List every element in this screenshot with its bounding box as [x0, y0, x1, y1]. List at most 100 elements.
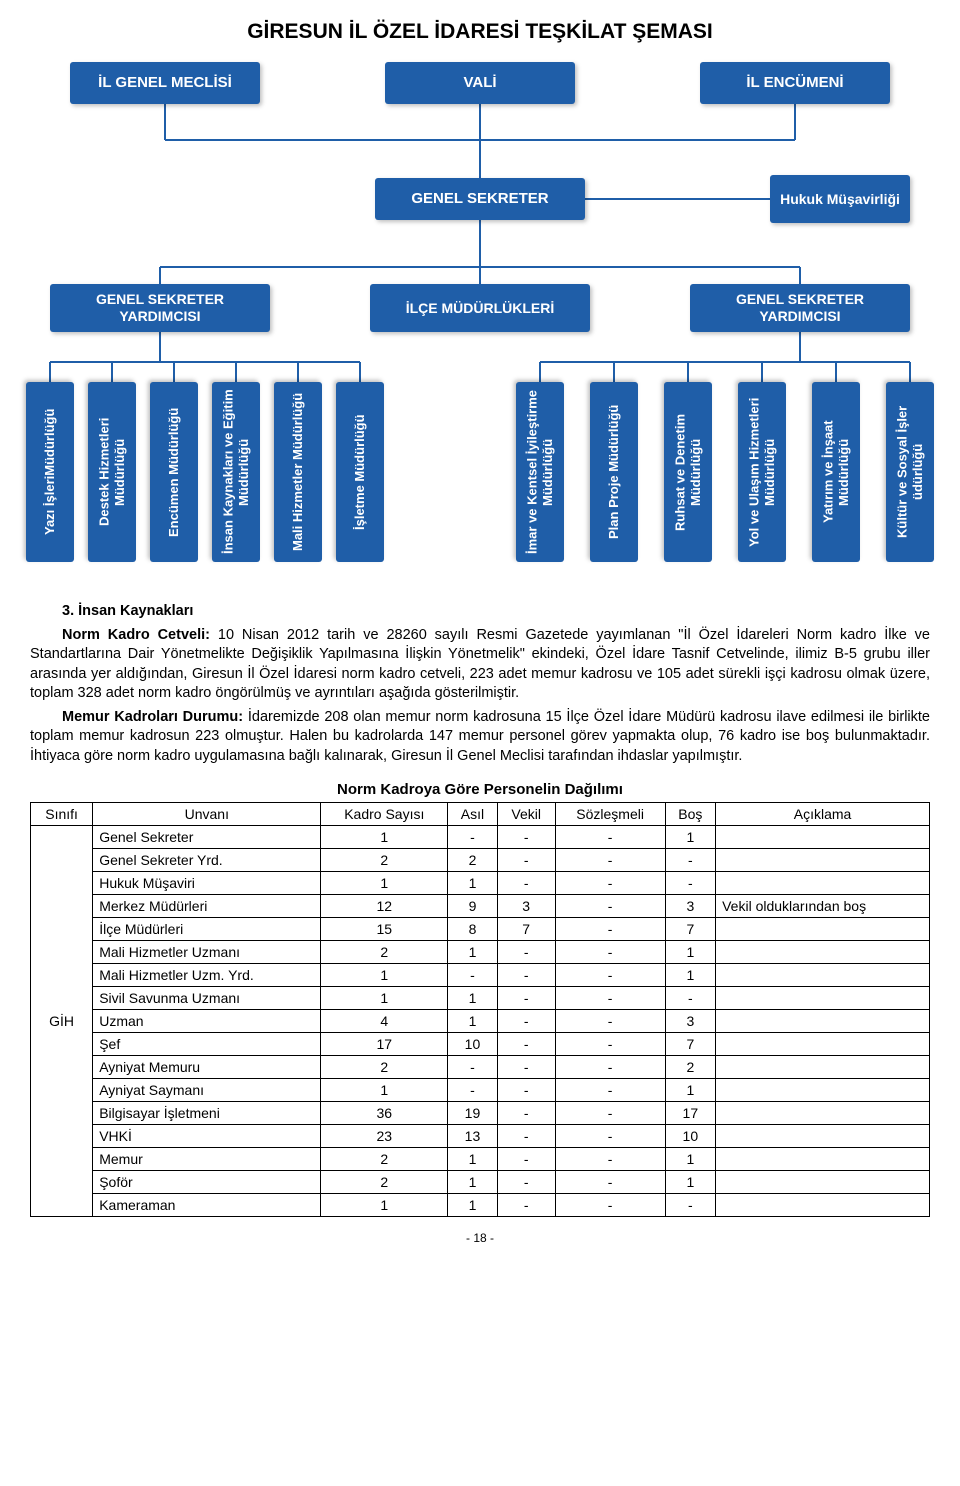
cell: 3: [497, 894, 555, 917]
table-row: Mali Hizmetler Uzmanı21--1: [31, 940, 930, 963]
table-row: Uzman41--3: [31, 1009, 930, 1032]
cell: Ayniyat Memuru: [93, 1055, 321, 1078]
table-row: Memur21--1: [31, 1147, 930, 1170]
cell: -: [497, 848, 555, 871]
node-hukuk-musavirligi: Hukuk Müşavirliği: [770, 175, 910, 223]
cell: 19: [448, 1101, 497, 1124]
cell: 1: [448, 986, 497, 1009]
node-genel-sekreter: GENEL SEKRETER: [375, 178, 585, 220]
cell: 10: [665, 1124, 716, 1147]
cell: -: [555, 1009, 665, 1032]
cell: -: [555, 963, 665, 986]
cell: 12: [321, 894, 448, 917]
dept-right-4: Yatırım ve İnşaat Müdürlüğü: [812, 382, 860, 562]
cell: Hukuk Müşaviri: [93, 871, 321, 894]
cell: 8: [448, 917, 497, 940]
table-body: GİHGenel Sekreter1---1Genel Sekreter Yrd…: [31, 825, 930, 1216]
cell: 2: [321, 1055, 448, 1078]
table-row: Şoför21--1: [31, 1170, 930, 1193]
cell: Sivil Savunma Uzmanı: [93, 986, 321, 1009]
cell: 9: [448, 894, 497, 917]
node-gsy-right: GENEL SEKRETER YARDIMCISI: [690, 284, 910, 332]
cell: Genel Sekreter Yrd.: [93, 848, 321, 871]
cell: -: [555, 894, 665, 917]
cell: 1: [321, 986, 448, 1009]
table-row: Hukuk Müşaviri11---: [31, 871, 930, 894]
table-row: Merkez Müdürleri1293-3Vekil olduklarında…: [31, 894, 930, 917]
cell: 2: [665, 1055, 716, 1078]
table-row: İlçe Müdürleri1587-7: [31, 917, 930, 940]
cell: 1: [665, 1170, 716, 1193]
cell: -: [555, 848, 665, 871]
cell: [716, 1170, 930, 1193]
cell: [716, 1078, 930, 1101]
node-ilce-mudurlukleri: İLÇE MÜDÜRLÜKLERİ: [370, 284, 590, 332]
table-row: Bilgisayar İşletmeni3619--17: [31, 1101, 930, 1124]
cell: 1: [665, 963, 716, 986]
cell: -: [497, 1101, 555, 1124]
cell: -: [497, 1193, 555, 1216]
cell: Uzman: [93, 1009, 321, 1032]
col-2: Kadro Sayısı: [321, 802, 448, 825]
node-il-encumeni: İL ENCÜMENİ: [700, 62, 890, 104]
cell: 1: [321, 1193, 448, 1216]
cell: -: [665, 1193, 716, 1216]
table-row: GİHGenel Sekreter1---1: [31, 825, 930, 848]
cell: 1: [448, 871, 497, 894]
cell: Şef: [93, 1032, 321, 1055]
dept-right-2: Ruhsat ve Denetim Müdürlüğü: [664, 382, 712, 562]
cell: -: [497, 825, 555, 848]
cell: -: [555, 1055, 665, 1078]
cell: [716, 1032, 930, 1055]
cell: 3: [665, 894, 716, 917]
cell: -: [497, 963, 555, 986]
cell: 15: [321, 917, 448, 940]
cell: VHKİ: [93, 1124, 321, 1147]
cell: 17: [665, 1101, 716, 1124]
cell: 1: [321, 825, 448, 848]
cell: 2: [321, 848, 448, 871]
dept-left-1: Destek Hizmetleri Müdürlüğü: [88, 382, 136, 562]
col-6: Boş: [665, 802, 716, 825]
cell: [716, 871, 930, 894]
cell: -: [555, 1032, 665, 1055]
p1-lead: Norm Kadro Cetveli:: [62, 627, 210, 643]
node-gsy-left: GENEL SEKRETER YARDIMCISI: [50, 284, 270, 332]
cell: -: [448, 963, 497, 986]
cell: [716, 1055, 930, 1078]
body-text: 3. İnsan Kaynakları Norm Kadro Cetveli: …: [30, 602, 930, 767]
sinif-cell: GİH: [31, 825, 93, 1216]
cell: -: [497, 1147, 555, 1170]
cell: -: [497, 986, 555, 1009]
page-title: GİRESUN İL ÖZEL İDARESİ TEŞKİLAT ŞEMASI: [30, 20, 930, 44]
section-heading: 3. İnsan Kaynakları: [62, 603, 193, 619]
table-row: Ayniyat Saymanı1---1: [31, 1078, 930, 1101]
cell: 1: [448, 940, 497, 963]
dept-right-0: İmar ve Kentsel İyileştirme Müdürlüğü: [516, 382, 564, 562]
dept-left-4: Mali Hizmetler Müdürlüğü: [274, 382, 322, 562]
cell: -: [497, 871, 555, 894]
cell: -: [555, 1078, 665, 1101]
cell: -: [497, 1009, 555, 1032]
cell: -: [555, 825, 665, 848]
cell: -: [497, 940, 555, 963]
cell: 1: [665, 1147, 716, 1170]
cell: -: [665, 871, 716, 894]
cell: -: [555, 871, 665, 894]
cell: Mali Hizmetler Uzm. Yrd.: [93, 963, 321, 986]
dept-right-1: Plan Proje Müdürlüğü: [590, 382, 638, 562]
dept-right-5: Kültür ve Sosyal İşler üdürlüğü: [886, 382, 934, 562]
col-7: Açıklama: [716, 802, 930, 825]
cell: 1: [321, 1078, 448, 1101]
dept-left-0: Yazı İşleriMüdürlüğü: [26, 382, 74, 562]
p2-lead: Memur Kadroları Durumu:: [62, 709, 243, 725]
col-5: Sözleşmeli: [555, 802, 665, 825]
cell: -: [555, 1193, 665, 1216]
cell: 1: [448, 1147, 497, 1170]
cell: -: [555, 940, 665, 963]
cell: Vekil olduklarından boş: [716, 894, 930, 917]
table-row: VHKİ2313--10: [31, 1124, 930, 1147]
cell: Merkez Müdürleri: [93, 894, 321, 917]
cell: Kameraman: [93, 1193, 321, 1216]
cell: 23: [321, 1124, 448, 1147]
